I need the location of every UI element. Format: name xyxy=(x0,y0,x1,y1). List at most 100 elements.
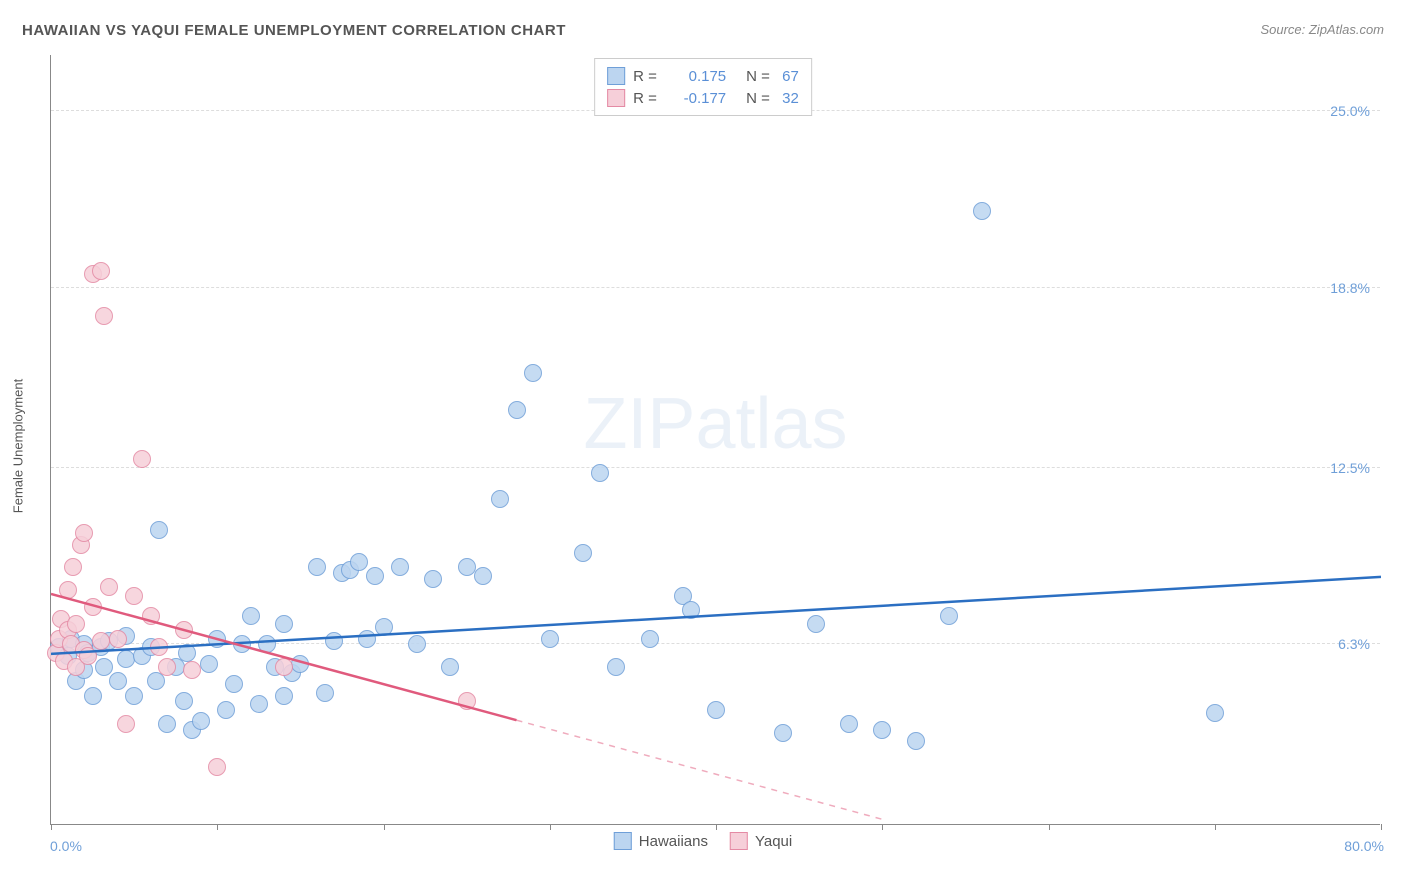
x-tick xyxy=(550,824,551,830)
data-point xyxy=(325,632,343,650)
data-point xyxy=(175,692,193,710)
y-tick-label: 12.5% xyxy=(1330,460,1370,476)
data-point xyxy=(67,615,85,633)
data-point xyxy=(424,570,442,588)
data-point xyxy=(125,587,143,605)
data-point xyxy=(64,558,82,576)
data-point xyxy=(250,695,268,713)
data-point xyxy=(208,630,226,648)
data-point xyxy=(316,684,334,702)
data-point xyxy=(150,638,168,656)
data-point xyxy=(591,464,609,482)
data-point xyxy=(275,658,293,676)
legend-swatch xyxy=(614,832,632,850)
legend-r-label: R = xyxy=(633,68,663,85)
x-tick xyxy=(1215,824,1216,830)
data-point xyxy=(95,307,113,325)
data-point xyxy=(375,618,393,636)
data-point xyxy=(458,558,476,576)
data-point xyxy=(366,567,384,585)
legend-stats-row: R =-0.177N =32 xyxy=(607,87,799,109)
y-tick-label: 18.8% xyxy=(1330,280,1370,296)
data-point xyxy=(607,658,625,676)
x-tick xyxy=(384,824,385,830)
data-point xyxy=(474,567,492,585)
data-point xyxy=(973,202,991,220)
data-point xyxy=(774,724,792,742)
gridline-h xyxy=(51,287,1380,288)
data-point xyxy=(147,672,165,690)
data-point xyxy=(291,655,309,673)
data-point xyxy=(92,632,110,650)
data-point xyxy=(125,687,143,705)
data-point xyxy=(75,524,93,542)
data-point xyxy=(233,635,251,653)
data-point xyxy=(458,692,476,710)
data-point xyxy=(84,687,102,705)
watermark-light: atlas xyxy=(695,384,847,464)
legend-r-value: -0.177 xyxy=(671,90,726,107)
data-point xyxy=(183,661,201,679)
x-tick xyxy=(51,824,52,830)
data-point xyxy=(408,635,426,653)
data-point xyxy=(178,644,196,662)
data-point xyxy=(109,672,127,690)
data-point xyxy=(541,630,559,648)
x-max-label: 80.0% xyxy=(1344,838,1384,854)
data-point xyxy=(84,598,102,616)
data-point xyxy=(109,630,127,648)
x-tick xyxy=(1049,824,1050,830)
plot-area: ZIPatlas 6.3% 12.5% 18.8% 25.0% xyxy=(50,55,1380,825)
data-point xyxy=(192,712,210,730)
data-point xyxy=(840,715,858,733)
data-point xyxy=(258,635,276,653)
data-point xyxy=(907,732,925,750)
data-point xyxy=(225,675,243,693)
data-point xyxy=(133,450,151,468)
x-tick xyxy=(882,824,883,830)
data-point xyxy=(242,607,260,625)
watermark-bold: ZIP xyxy=(583,384,695,464)
data-point xyxy=(59,581,77,599)
data-point xyxy=(275,615,293,633)
data-point xyxy=(158,658,176,676)
data-point xyxy=(574,544,592,562)
y-tick-label: 25.0% xyxy=(1330,103,1370,119)
data-point xyxy=(79,647,97,665)
legend-r-label: R = xyxy=(633,90,663,107)
legend-swatch xyxy=(607,67,625,85)
y-tick-label: 6.3% xyxy=(1338,636,1370,652)
data-point xyxy=(117,650,135,668)
legend-n-label: N = xyxy=(746,90,774,107)
legend-series: Hawaiians Yaqui xyxy=(614,832,792,850)
trend-line-dashed xyxy=(517,720,883,819)
data-point xyxy=(524,364,542,382)
data-point xyxy=(175,621,193,639)
x-tick xyxy=(1381,824,1382,830)
data-point xyxy=(682,601,700,619)
data-point xyxy=(142,607,160,625)
legend-stats-row: R =0.175N =67 xyxy=(607,65,799,87)
data-point xyxy=(200,655,218,673)
data-point xyxy=(1206,704,1224,722)
data-point xyxy=(358,630,376,648)
data-point xyxy=(208,758,226,776)
legend-r-value: 0.175 xyxy=(671,68,726,85)
data-point xyxy=(641,630,659,648)
data-point xyxy=(150,521,168,539)
legend-series-label: Hawaiians xyxy=(639,833,708,850)
legend-series-item: Yaqui xyxy=(730,832,792,850)
data-point xyxy=(308,558,326,576)
data-point xyxy=(508,401,526,419)
data-point xyxy=(158,715,176,733)
legend-swatch xyxy=(607,89,625,107)
legend-series-item: Hawaiians xyxy=(614,832,708,850)
data-point xyxy=(873,721,891,739)
watermark: ZIPatlas xyxy=(583,383,847,465)
x-tick xyxy=(217,824,218,830)
data-point xyxy=(491,490,509,508)
data-point xyxy=(350,553,368,571)
data-point xyxy=(441,658,459,676)
data-point xyxy=(100,578,118,596)
data-point xyxy=(92,262,110,280)
